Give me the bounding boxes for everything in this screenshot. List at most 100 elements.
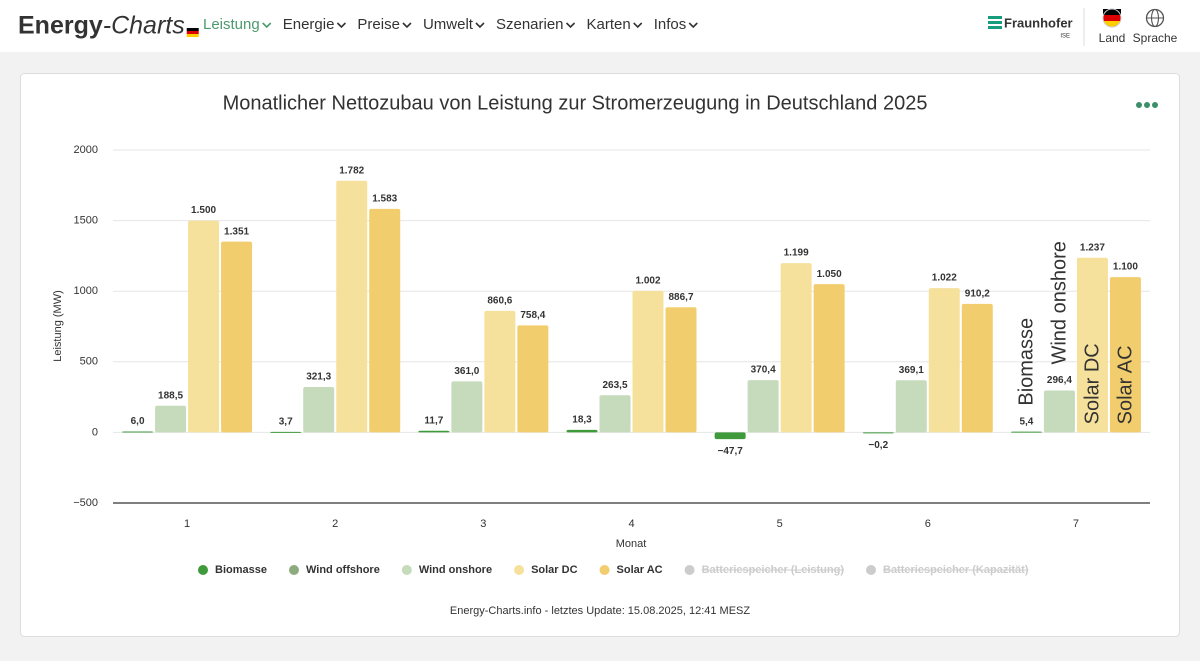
menu-item[interactable]: Umwelt: [423, 16, 474, 33]
bar: [1043, 390, 1075, 433]
menu-item[interactable]: Karten: [587, 16, 631, 33]
bar: [780, 263, 812, 433]
y-tick-label: 2000: [74, 144, 98, 156]
action-label: Sprache: [1133, 31, 1178, 45]
bar: [1076, 257, 1108, 433]
data-label: 758,4: [520, 310, 545, 321]
chart-title: Monatlicher Nettozubau von Leistung zur …: [223, 92, 928, 114]
bar: [155, 405, 187, 433]
bar: [632, 290, 664, 433]
bar: [599, 395, 631, 433]
x-tick-label: 1: [184, 518, 190, 530]
data-label: 910,2: [965, 289, 990, 300]
menu-item[interactable]: Energie: [283, 16, 335, 33]
legend-item[interactable]: Solar DC: [514, 564, 578, 576]
bar: [961, 303, 993, 433]
chevron: [475, 22, 485, 29]
legend-item[interactable]: Wind offshore: [288, 564, 380, 576]
data-label: 11,7: [424, 415, 443, 426]
data-label: 1.583: [372, 194, 397, 205]
menu-item[interactable]: Preise: [357, 16, 400, 33]
legend-swatch: [866, 565, 876, 575]
legend-item[interactable]: Batteriespeicher (Leistung): [684, 564, 845, 576]
x-tick-label: 2: [332, 518, 338, 530]
legend-swatch: [514, 565, 525, 575]
data-label: 369,1: [899, 365, 924, 376]
data-label: 1.782: [339, 165, 364, 176]
bar: [665, 307, 697, 433]
chevron: [688, 22, 698, 29]
data-label: −0,2: [868, 440, 888, 451]
legend-swatch: [401, 565, 412, 575]
y-tick-label: 1500: [74, 215, 98, 227]
legend-label: Wind offshore: [306, 564, 380, 576]
legend-item[interactable]: Batteriespeicher (Kapazität): [866, 564, 1029, 576]
bar: [451, 381, 483, 433]
legend-label: Biomasse: [215, 564, 267, 576]
data-label: 321,3: [306, 372, 331, 383]
legend-label: Solar AC: [617, 564, 663, 576]
data-label: 1.100: [1113, 262, 1138, 273]
bar: [484, 310, 516, 433]
legend-item[interactable]: Solar AC: [599, 564, 663, 576]
chart-card: [20, 73, 1180, 637]
action-label: Land: [1099, 31, 1126, 45]
legend-label: Solar DC: [531, 564, 578, 576]
bar: [895, 380, 927, 433]
data-label: 6,0: [131, 416, 145, 427]
chevron: [336, 22, 346, 29]
y-axis-label: Leistung (MW): [52, 290, 64, 362]
series-annotation: Biomasse: [1016, 318, 1038, 406]
data-label: 1.022: [932, 273, 957, 284]
legend-item[interactable]: Biomasse: [198, 564, 267, 576]
brand-sub: ISE: [1060, 34, 1070, 40]
data-label: 860,6: [487, 296, 512, 307]
sprache-button[interactable]: Sprache: [1133, 8, 1178, 46]
data-label: 370,4: [751, 365, 776, 376]
x-axis-label: Monat: [616, 538, 647, 550]
bar: [813, 284, 845, 433]
legend-swatch: [198, 565, 208, 575]
series-annotation: Solar AC: [1115, 345, 1137, 424]
data-label: 886,7: [668, 292, 693, 303]
chart-menu[interactable]: [1136, 102, 1158, 108]
bar: [566, 429, 598, 433]
logo[interactable]: Energy: [18, 12, 103, 40]
chevron: [402, 22, 412, 29]
data-label: 1.199: [784, 248, 809, 259]
bar: [928, 288, 960, 433]
land-button[interactable]: Land: [1099, 8, 1126, 45]
data-label: 1.237: [1080, 242, 1105, 253]
bar: [303, 387, 335, 433]
chevron: [262, 22, 272, 29]
x-tick-label: 5: [777, 518, 783, 530]
data-label: 18,3: [572, 414, 592, 425]
menu-item[interactable]: Leistung: [203, 16, 260, 33]
data-label: 296,4: [1047, 375, 1072, 386]
data-label: 188,5: [158, 390, 183, 401]
x-tick-label: 3: [480, 518, 486, 530]
data-label: 1.500: [191, 205, 216, 216]
y-tick-label: 0: [92, 426, 98, 438]
y-tick-label: 500: [80, 356, 98, 368]
bar: [336, 180, 368, 433]
chevron: [633, 22, 643, 29]
data-label: 3,7: [279, 417, 293, 428]
footer: Energy-Charts.info - letztes Update: 15.…: [450, 605, 750, 617]
menu-item[interactable]: Szenarien: [496, 16, 564, 33]
bar: [188, 220, 220, 433]
legend-item[interactable]: Wind onshore: [401, 564, 492, 576]
bar: [1010, 431, 1042, 433]
menu-item[interactable]: Infos: [654, 16, 687, 33]
fraunhofer-logo[interactable]: Fraunhofer ISE: [988, 15, 1073, 40]
legend-swatch: [684, 565, 695, 575]
data-label: 5,4: [1019, 416, 1033, 427]
bar: [862, 432, 894, 434]
bar: [122, 431, 154, 433]
data-label: 1.351: [224, 226, 249, 237]
bar: [270, 431, 302, 433]
bar: [747, 380, 779, 433]
bar: [221, 241, 253, 433]
logo[interactable]: -Charts: [103, 12, 185, 40]
